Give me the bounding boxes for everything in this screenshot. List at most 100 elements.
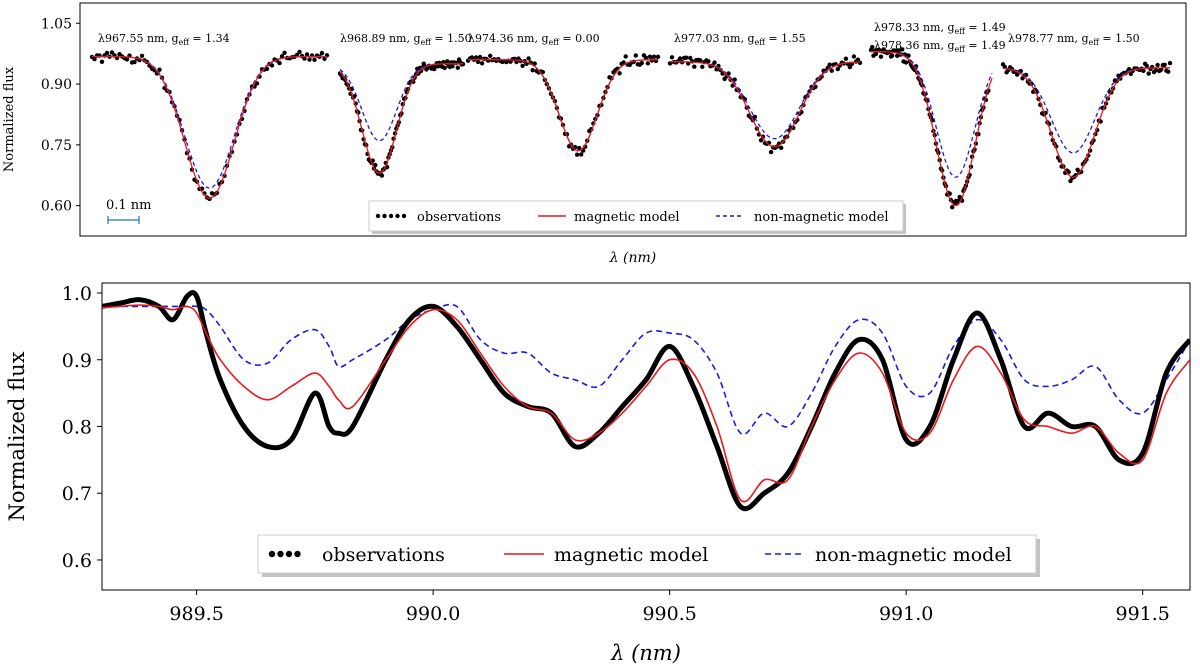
segment-6: λ978.77 nm, geff = 1.50: [1000, 32, 1173, 184]
bottom-ytick-label: 0.6: [62, 550, 92, 572]
observation-point: [450, 63, 455, 69]
label-main: λ974.36 nm, g: [468, 32, 549, 45]
legend-observations-marker: [294, 550, 301, 558]
legend-observations-marker: [375, 213, 381, 219]
legend-box: [257, 534, 1037, 574]
observation-point: [479, 61, 485, 66]
observation-point: [1162, 62, 1167, 67]
legend-box: [368, 200, 904, 232]
observation-point: [706, 59, 711, 64]
observation-point: [277, 60, 282, 66]
magnetic-model-line: [1002, 67, 1170, 178]
observation-point: [647, 54, 653, 59]
observation-point: [304, 52, 310, 57]
label-subscript: eff: [955, 27, 967, 36]
top-ytick-label: 0.75: [41, 138, 72, 154]
observation-point: [1166, 69, 1171, 74]
observation-point: [700, 64, 705, 70]
observation-point: [532, 61, 537, 66]
observation-point: [1144, 63, 1150, 69]
observation-point: [768, 149, 774, 155]
label-subscript: eff: [421, 38, 433, 47]
series-observations: [102, 290, 1190, 512]
bottom-xtick-label: 991.5: [1115, 603, 1169, 625]
observation-point: [732, 77, 737, 82]
segment-label: λ978.33 nm, geff = 1.49: [874, 21, 1006, 36]
observation-point: [851, 54, 857, 59]
legend-observations-marker: [395, 213, 400, 219]
top-xlabel: λ (nm): [609, 250, 657, 266]
observation-point: [99, 59, 105, 64]
observation-point: [712, 60, 717, 65]
observation-point: [677, 56, 683, 61]
observation-point: [473, 55, 479, 60]
label-rest: = 1.34: [189, 32, 230, 45]
observation-point: [645, 61, 651, 66]
observation-point: [1146, 71, 1151, 76]
segment-4: λ977.03 nm, geff = 1.55: [667, 32, 863, 155]
label-main: λ967.55 nm, g: [98, 32, 179, 45]
observation-point: [109, 50, 115, 55]
legend-observations-marker: [382, 213, 387, 219]
observation-point: [1167, 60, 1173, 66]
observation-point: [688, 55, 693, 61]
observation-point: [900, 47, 905, 52]
label-rest: = 1.49: [965, 39, 1006, 52]
legend-observations-label: observations: [417, 210, 501, 225]
label-rest: = 0.00: [559, 32, 600, 45]
observation-point: [92, 56, 97, 62]
observation-point: [269, 63, 275, 68]
observation-point: [579, 152, 584, 157]
observation-point: [1155, 62, 1160, 68]
observation-point: [282, 50, 287, 55]
legend-observations-marker: [285, 550, 293, 558]
bottom-chart-panel: 0.6 0.7 0.8 0.9 1.0 989.5 990.0 990.5 991.0 991.5…: [5, 282, 1191, 665]
observation-point: [302, 56, 307, 61]
observation-point: [104, 50, 110, 56]
observation-point: [655, 54, 661, 59]
observation-point: [843, 56, 849, 61]
observation-point: [692, 64, 697, 69]
observation-point: [475, 59, 481, 65]
observation-point: [577, 145, 582, 151]
magnetic-model-line: [92, 55, 327, 199]
observation-point: [442, 65, 447, 71]
observation-point: [574, 152, 580, 157]
legend-observations-label: observations: [322, 544, 445, 566]
series-non-magnetic-model: [102, 303, 1190, 436]
observation-point: [1153, 68, 1159, 73]
observation-point: [890, 53, 895, 58]
bottom-ytick-label: 0.7: [62, 483, 92, 505]
legend-magnetic-label: magnetic model: [574, 210, 680, 225]
non-magnetic-model-line: [871, 50, 993, 178]
label-rest: = 1.49: [965, 21, 1006, 34]
observation-point: [827, 62, 832, 67]
observation-point: [139, 53, 145, 58]
label-subscript: eff: [955, 45, 967, 54]
observation-point: [829, 68, 834, 73]
label-subscript: eff: [1089, 38, 1101, 47]
observation-point: [1023, 72, 1029, 78]
observation-point: [477, 54, 483, 60]
segment-label: λ967.55 nm, geff = 1.34: [98, 32, 230, 47]
observation-point: [643, 55, 649, 60]
observation-point: [312, 57, 317, 62]
magnetic-model-line: [339, 63, 463, 174]
observation-point: [870, 44, 875, 50]
observation-point: [649, 58, 655, 63]
top-ytick-label: 0.60: [41, 199, 72, 215]
observation-point: [488, 53, 493, 58]
legend-observations-marker: [401, 213, 407, 219]
segment-label: λ978.77 nm, geff = 1.50: [1008, 32, 1140, 47]
observation-point: [526, 56, 531, 61]
label-subscript: eff: [755, 38, 767, 47]
bottom-ytick-label: 0.9: [62, 350, 92, 372]
label-main: λ978.77 nm, g: [1008, 32, 1089, 45]
legend-observations-marker: [268, 550, 276, 558]
observation-point: [873, 51, 879, 57]
bottom-xtick-label: 989.5: [169, 603, 223, 625]
observation-point: [157, 67, 162, 72]
bottom-xtick-label: 990.5: [642, 603, 696, 625]
legend-nonmagnetic-label: non-magnetic model: [754, 210, 889, 225]
